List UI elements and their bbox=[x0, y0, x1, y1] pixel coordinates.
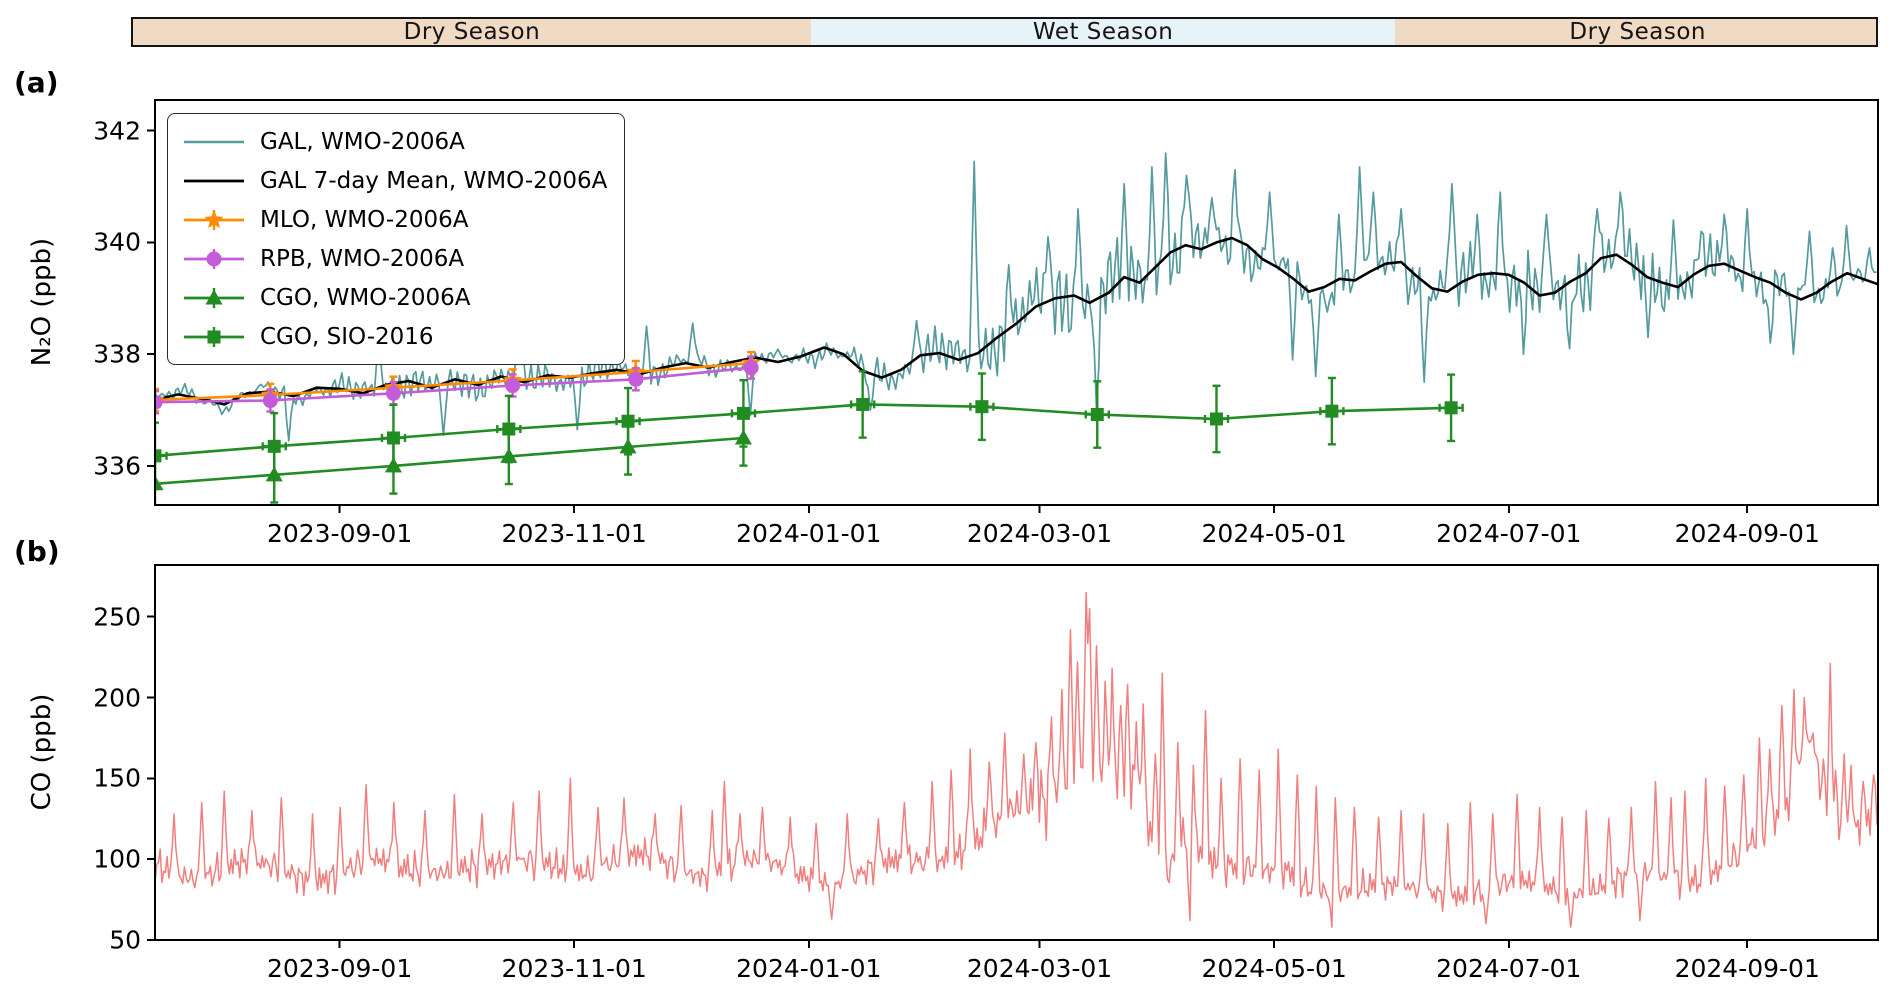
legend-entry-mlo: MLO, WMO-2006A bbox=[182, 200, 610, 239]
panel-a-xtick-2024-03-01: 2024-03-01 bbox=[966, 519, 1113, 548]
season-bar: Dry Season Wet Season Dry Season bbox=[131, 17, 1878, 47]
circle-marker-icon bbox=[184, 248, 244, 269]
panel-a-series bbox=[155, 152, 1878, 505]
legend-label-cgo-wmo: CGO, WMO-2006A bbox=[260, 284, 471, 311]
legend-label-gal-7day: GAL 7-day Mean, WMO-2006A bbox=[260, 167, 608, 194]
panel-a-ytick-342: 342 bbox=[93, 116, 141, 146]
panel-b-series bbox=[155, 591, 1878, 928]
triangle-marker-icon bbox=[184, 287, 244, 308]
legend-entry-gal-7day: GAL 7-day Mean, WMO-2006A bbox=[182, 161, 610, 200]
season-label-wet: Wet Season bbox=[1032, 19, 1174, 45]
panel-b-ytick-50: 50 bbox=[109, 925, 141, 955]
star-marker-icon bbox=[184, 209, 244, 230]
legend-entry-gal: GAL, WMO-2006A bbox=[182, 122, 610, 161]
panel-a-ytick-336: 336 bbox=[93, 451, 141, 481]
legend-entry-cgo-sio: CGO, SIO-2016 bbox=[182, 317, 610, 356]
season-segment-dry-1: Dry Season bbox=[133, 19, 811, 45]
square-marker-icon bbox=[184, 326, 244, 347]
gal-line-icon bbox=[184, 140, 244, 143]
panel-b-xtick-2023-11-01: 2023-11-01 bbox=[501, 954, 647, 983]
legend-box: GAL, WMO-2006A GAL 7-day Mean, WMO-2006A… bbox=[167, 113, 625, 365]
panel-b-xtick-2024-05-01: 2024-05-01 bbox=[1201, 954, 1347, 983]
season-segment-wet: Wet Season bbox=[810, 19, 1396, 45]
panel-a-ytick-340: 340 bbox=[93, 227, 141, 257]
panel-b-xtick-2024-01-01: 2024-01-01 bbox=[736, 954, 882, 983]
season-label-dry-2: Dry Season bbox=[1569, 19, 1706, 45]
legend-entry-cgo-wmo: CGO, WMO-2006A bbox=[182, 278, 610, 317]
panel-b-ytick-200: 200 bbox=[93, 683, 141, 713]
legend-label-rpb: RPB, WMO-2006A bbox=[260, 245, 465, 272]
panel-b-xtick-2024-09-01: 2024-09-01 bbox=[1674, 954, 1820, 983]
panel-a-xtick-2024-09-01: 2024-09-01 bbox=[1674, 519, 1820, 548]
panel-b-xtick-2024-03-01: 2024-03-01 bbox=[966, 954, 1113, 983]
panel-b-label: (b) bbox=[14, 535, 60, 568]
panel-a-xtick-2023-11-01: 2023-11-01 bbox=[501, 519, 647, 548]
panel-b-ytick-100: 100 bbox=[93, 844, 141, 874]
season-segment-dry-2: Dry Season bbox=[1395, 19, 1876, 45]
panel-a-axes bbox=[147, 129, 1749, 513]
panel-b-ytick-250: 250 bbox=[93, 602, 141, 632]
panel-b-xtick-2024-07-01: 2024-07-01 bbox=[1436, 954, 1582, 983]
panel-a-xtick-2023-09-01: 2023-09-01 bbox=[266, 519, 413, 548]
legend-label-gal: GAL, WMO-2006A bbox=[260, 128, 465, 155]
panel-a-xtick-2024-01-01: 2024-01-01 bbox=[736, 519, 882, 548]
panel-a-xtick-2024-05-01: 2024-05-01 bbox=[1201, 519, 1347, 548]
legend-entry-rpb: RPB, WMO-2006A bbox=[182, 239, 610, 278]
panel-b-xtick-2023-09-01: 2023-09-01 bbox=[266, 954, 413, 983]
panel-a-label: (a) bbox=[14, 66, 59, 99]
season-label-dry-1: Dry Season bbox=[403, 19, 541, 45]
panel-a-xtick-2024-07-01: 2024-07-01 bbox=[1436, 519, 1582, 548]
panel-a-frame bbox=[154, 99, 1879, 506]
gal-mean-line-icon bbox=[184, 179, 244, 182]
legend-label-cgo-sio: CGO, SIO-2016 bbox=[260, 323, 434, 350]
legend-label-mlo: MLO, WMO-2006A bbox=[260, 206, 469, 233]
panel-b-ytick-150: 150 bbox=[93, 763, 141, 793]
panel-b-frame bbox=[154, 564, 1879, 941]
panel-b-axes bbox=[147, 615, 1749, 948]
panel-a-ytick-338: 338 bbox=[93, 339, 141, 369]
